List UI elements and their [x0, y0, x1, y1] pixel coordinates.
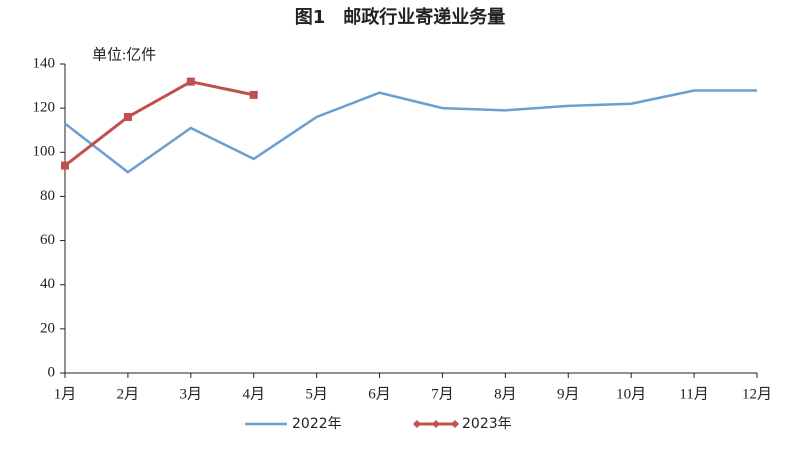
x-tick-label: 4月 — [242, 386, 265, 402]
x-tick-label: 12月 — [742, 386, 772, 402]
y-tick-label: 100 — [33, 144, 56, 160]
unit-label: 单位:亿件 — [92, 46, 156, 63]
chart-title: 图1 邮政行业寄递业务量 — [295, 6, 506, 28]
legend-label: 2023年 — [462, 416, 512, 432]
y-tick-label: 20 — [40, 320, 55, 336]
legend-label: 2022年 — [292, 416, 342, 432]
x-tick-label: 9月 — [557, 386, 580, 402]
x-tick-label: 1月 — [54, 386, 77, 402]
point-marker — [123, 112, 132, 121]
x-tick-label: 5月 — [305, 386, 328, 402]
legend-marker — [451, 420, 459, 428]
point-marker — [186, 77, 195, 86]
x-tick-label: 3月 — [180, 386, 203, 402]
y-tick-label: 140 — [33, 55, 56, 71]
x-tick-label: 2月 — [117, 386, 140, 402]
legend-marker — [413, 420, 421, 428]
x-tick-label: 7月 — [431, 386, 454, 402]
y-tick-label: 40 — [40, 276, 55, 292]
series-line — [64, 89, 757, 174]
point-marker — [249, 90, 258, 99]
legend-marker — [432, 420, 440, 428]
x-tick-label: 8月 — [494, 386, 517, 402]
y-tick-label: 0 — [48, 364, 56, 380]
point-marker — [61, 161, 69, 170]
x-tick-label: 6月 — [368, 386, 391, 402]
y-tick-label: 60 — [40, 232, 55, 248]
x-tick-label: 11月 — [679, 386, 708, 402]
y-tick-label: 80 — [40, 188, 55, 204]
x-tick-label: 10月 — [616, 386, 646, 402]
y-tick-label: 120 — [33, 100, 56, 116]
series-line — [64, 80, 255, 167]
